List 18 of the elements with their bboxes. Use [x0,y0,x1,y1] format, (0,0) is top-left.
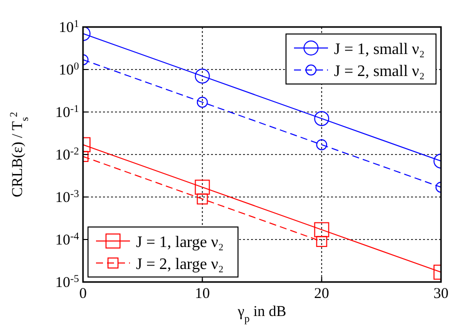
point [196,193,208,204]
x-tick-label: 0 [79,286,87,302]
y-tick-label: 10$^{-1}$ [55,104,79,121]
legend-label: J = 1, large ν₂ [136,234,224,251]
y-tick-label: 10$^{-2}$ [55,146,79,164]
y-tick-label: 10$^{-3}$ [55,188,79,206]
y-tick-label: 10$^{1}$ [58,18,79,36]
x-tick-label: 30 [434,286,448,302]
y-tick-label: 10$^{-5}$ [55,274,79,291]
y-tick-label: 10$^{0}$ [58,61,79,78]
x-axis-title: γ$_{p}$ in dB [236,304,286,324]
legend-label: J = 2, large ν₂ [136,256,224,273]
x-tick-label: 10 [194,286,210,302]
point [316,236,328,247]
legend-label: J = 2, small ν₂ [334,63,425,80]
y-tick-label: 10$^{-4}$ [55,231,80,248]
x-tick-label: 20 [314,286,330,302]
legend-label: J = 1, small ν₂ [334,41,425,58]
